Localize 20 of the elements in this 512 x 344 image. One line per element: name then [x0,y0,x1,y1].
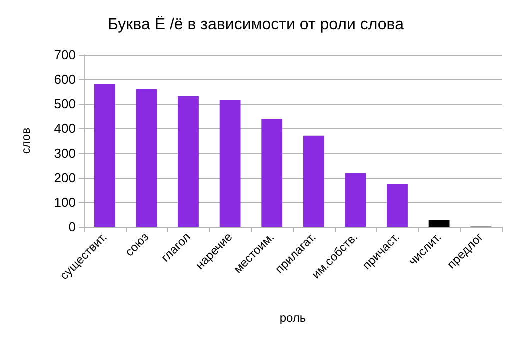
y-tick-label: 600 [54,72,76,88]
y-tick-label: 100 [54,194,76,210]
y-tick-label: 200 [54,170,76,186]
bar [428,220,450,227]
y-axis-title: слов [19,128,33,154]
bar [178,96,199,227]
y-tick-label: 0 [68,220,76,234]
bar [345,173,366,227]
chart-title: Буква Ё /ё в зависимости от роли слова [108,16,404,34]
bar [220,100,241,227]
y-tick-label: 500 [54,96,76,112]
y-tick-label: 300 [54,146,76,161]
bar [387,184,408,227]
bar [136,89,158,227]
bar [303,136,324,227]
bar [94,84,116,227]
bar [262,119,283,227]
x-axis-title: роль [280,311,306,325]
y-tick-label: 700 [54,48,76,62]
y-tick-label: 400 [54,121,76,136]
